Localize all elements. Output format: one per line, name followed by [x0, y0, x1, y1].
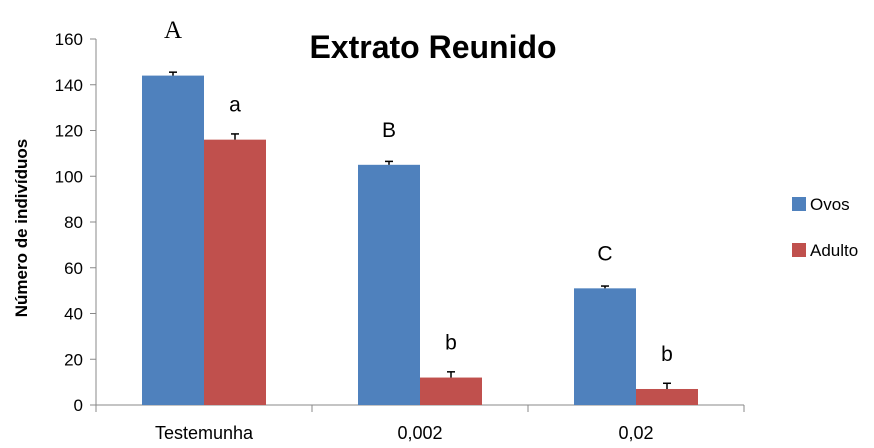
bars [142, 71, 698, 405]
y-tick-label: 120 [55, 122, 83, 141]
bar-ovos [358, 164, 420, 405]
significance-label: A [164, 17, 182, 44]
y-tick-label: 160 [55, 30, 83, 49]
y-tick-label: 140 [55, 76, 83, 95]
y-tick-label: 60 [64, 259, 83, 278]
bar-ovos [142, 75, 204, 405]
y-tick-label: 40 [64, 305, 83, 324]
significance-label: a [229, 94, 241, 117]
x-category-label: 0,002 [397, 423, 442, 443]
x-category-label: 0,02 [618, 423, 653, 443]
chart-title: Extrato Reunido [309, 29, 556, 65]
y-axis-label: Número de indivíduos [12, 139, 31, 318]
significance-label: b [661, 343, 673, 366]
legend-swatch-ovos [792, 197, 806, 211]
significance-label: b [445, 332, 457, 355]
legend: Ovos Adulto [792, 195, 858, 260]
axes: 0 20 40 60 80 100 120 140 160 [55, 30, 745, 415]
labels: Testemunha Aa 0,002 Bb 0,02 Cb [155, 17, 673, 443]
y-tick-label: 100 [55, 167, 83, 186]
legend-label: Adulto [810, 241, 858, 260]
bar-adulto [420, 377, 482, 405]
y-tick-label: 80 [64, 213, 83, 232]
bar-adulto [204, 139, 266, 405]
y-tick-label: 0 [74, 396, 83, 415]
bar-ovos [574, 288, 636, 405]
legend-swatch-adulto [792, 243, 806, 257]
bar-adulto [636, 388, 698, 405]
y-tick-label: 20 [64, 350, 83, 369]
x-category-label: Testemunha [155, 423, 254, 443]
significance-label: C [597, 242, 612, 265]
significance-label: B [382, 119, 396, 142]
legend-label: Ovos [810, 195, 850, 214]
